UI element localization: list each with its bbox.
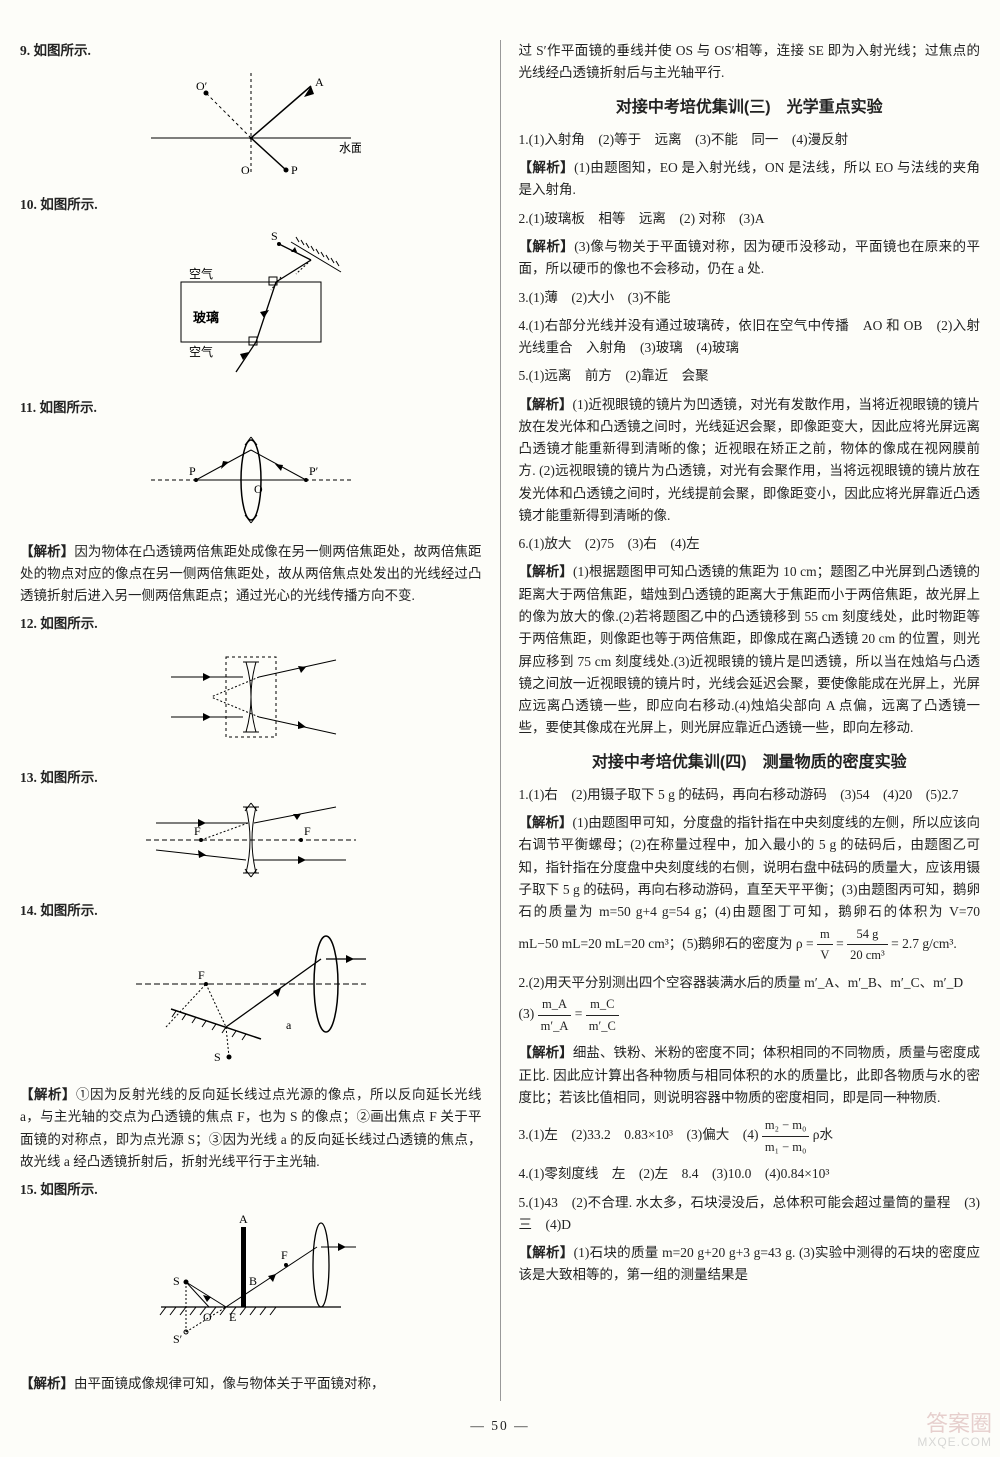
fig9-O: O xyxy=(241,163,250,177)
fig13: F F xyxy=(20,795,482,892)
fig15-E: E xyxy=(229,1310,236,1324)
right-column: 过 S′作平面镜的垂线并使 OS 与 OS′相等，连接 SE 即为入射光线；过焦… xyxy=(519,40,981,1401)
q9: 9. 如图所示. xyxy=(20,40,482,62)
fig12 xyxy=(20,642,482,759)
heading-3: 对接中考培优集训(三) 光学重点实验 xyxy=(519,95,981,121)
fig9-water: 水面 xyxy=(339,141,361,155)
watermark-main: 答案圈 xyxy=(917,1412,992,1436)
fig9: 水面 A O′ P O xyxy=(20,68,482,185)
a14: 【解析】①因为反射光线的反向延长线过点光源的像点，所以反向延长光线 a，与主光轴… xyxy=(20,1084,482,1173)
s3-1: 1.(1)入射角 (2)等于 远离 (3)不能 同一 (4)漫反射 xyxy=(519,129,981,151)
fig14-F: F xyxy=(198,968,205,982)
fig14-S: S xyxy=(214,1050,221,1064)
s3-2: 2.(1)玻璃板 相等 远离 (2) 对称 (3)A xyxy=(519,208,981,230)
heading-4: 对接中考培优集训(四) 测量物质的密度实验 xyxy=(519,750,981,776)
s3-3: 3.(1)薄 (2)大小 (3)不能 xyxy=(519,287,981,309)
fig9-A: A xyxy=(315,75,324,89)
s4-4: 4.(1)零刻度线 左 (2)左 8.4 (3)10.0 (4)0.84×10³ xyxy=(519,1163,981,1185)
fig15-Sp: S′ xyxy=(173,1332,183,1346)
fig9-P: P xyxy=(291,163,298,177)
s3-5: 5.(1)远离 前方 (2)靠近 会聚 xyxy=(519,365,981,387)
watermark: 答案圈 MXQE.COM xyxy=(917,1412,992,1449)
s4-1: 1.(1)右 (2)用镊子取下 5 g 的砝码，再向右移动游码 (3)54 (4… xyxy=(519,784,981,806)
s3-1a: 【解析】(1)由题图知，EO 是入射光线，ON 是法线，所以 EO 与法线的夹角… xyxy=(519,157,981,202)
fig10-air2: 空气 xyxy=(189,344,213,359)
cont-text: 过 S′作平面镜的垂线并使 OS 与 OS′相等，连接 SE 即为入射光线；过焦… xyxy=(519,40,981,85)
left-column: 9. 如图所示. 水面 A O′ P O 10. 如图所示. xyxy=(20,40,482,1401)
q11: 11. 如图所示. xyxy=(20,397,482,419)
s4-5a: 【解析】(1)石块的质量 m=20 g+20 g+3 g=43 g. (3)实验… xyxy=(519,1242,981,1287)
q12: 12. 如图所示. xyxy=(20,613,482,635)
fig10-S: S xyxy=(271,229,278,243)
s4-2: 2.(2)用天平分别测出四个空容器装满水后的质量 m′_A、m′_B、m′_C、… xyxy=(519,972,981,1037)
fig11-Pp: P′ xyxy=(309,464,319,478)
a15: 【解析】由平面镜成像规律可知，像与物体关于平面镜对称， xyxy=(20,1373,482,1395)
q10: 10. 如图所示. xyxy=(20,194,482,216)
s4-5: 5.(1)43 (2)不合理. 水太多，石块浸没后，总体积可能会超过量筒的量程 … xyxy=(519,1192,981,1237)
fig9-Op: O′ xyxy=(196,79,208,93)
fig15-F: F xyxy=(281,1248,288,1262)
frac-ma: m_Am′_A xyxy=(538,994,572,1036)
q9-num: 9. 如图所示. xyxy=(20,43,91,58)
frac-mc: m_Cm′_C xyxy=(586,994,619,1036)
s3-4: 4.(1)右部分光线并没有通过玻璃砖，依旧在空气中传播 AO 和 OB (2)入… xyxy=(519,315,981,360)
frac-m2m0: m₂ − m₀m₁ − m₀ xyxy=(762,1115,809,1157)
column-divider xyxy=(500,40,501,1401)
s3-5a: 【解析】(1)近视眼镜的镜片为凹透镜，对光有发散作用，当将近视眼镜的镜片放在发光… xyxy=(519,394,981,528)
s3-2a: 【解析】(3)像与物关于平面镜对称，因为硬币没移动，平面镜也在原来的平面，所以硬… xyxy=(519,236,981,281)
a11: 【解析】因为物体在凸透镜两倍焦距处成像在另一侧两倍焦距处，故两倍焦距处的物点对应… xyxy=(20,541,482,608)
fig15-B: B xyxy=(249,1274,257,1288)
q14: 14. 如图所示. xyxy=(20,900,482,922)
s3-6: 6.(1)放大 (2)75 (3)右 (4)左 xyxy=(519,533,981,555)
fig14-a: a xyxy=(286,1018,292,1032)
fig11-P: P xyxy=(189,464,196,478)
watermark-sub: MXQE.COM xyxy=(917,1436,992,1449)
fig11-O: O xyxy=(254,482,263,496)
fig14: F S a xyxy=(20,929,482,1076)
fig13-F2: F xyxy=(304,824,311,838)
fig15: A B F S S′ O E xyxy=(20,1207,482,1364)
frac-54-20: 54 g20 cm³ xyxy=(847,924,888,966)
s3-6a: 【解析】(1)根据题图甲可知凸透镜的焦距为 10 cm；题图乙中光屏到凸透镜的距… xyxy=(519,561,981,739)
frac-mv: mV xyxy=(817,924,833,966)
s4-2a: 【解析】细盐、铁粉、米粉的密度不同；体积相同的不同物质，质量与密度成正比. 因此… xyxy=(519,1042,981,1109)
q13: 13. 如图所示. xyxy=(20,767,482,789)
fig11: P P′ O xyxy=(20,425,482,532)
fig13-F1: F xyxy=(194,824,201,838)
page-number: — 50 — xyxy=(20,1415,980,1437)
fig10-glass: 玻璃 xyxy=(193,310,219,325)
fig10-air1: 空气 xyxy=(189,266,213,281)
s4-1a: 【解析】(1)由题图甲可知，分度盘的指针指在中央刻度线的左侧，所以应该向右调节平… xyxy=(519,812,981,966)
q15: 15. 如图所示. xyxy=(20,1179,482,1201)
fig15-S: S xyxy=(173,1274,180,1288)
fig15-A: A xyxy=(239,1212,248,1226)
fig10: S 空气 空气 玻璃 xyxy=(20,222,482,389)
s4-3: 3.(1)左 (2)33.2 0.83×10³ (3)偏大 (4) m₂ − m… xyxy=(519,1115,981,1157)
